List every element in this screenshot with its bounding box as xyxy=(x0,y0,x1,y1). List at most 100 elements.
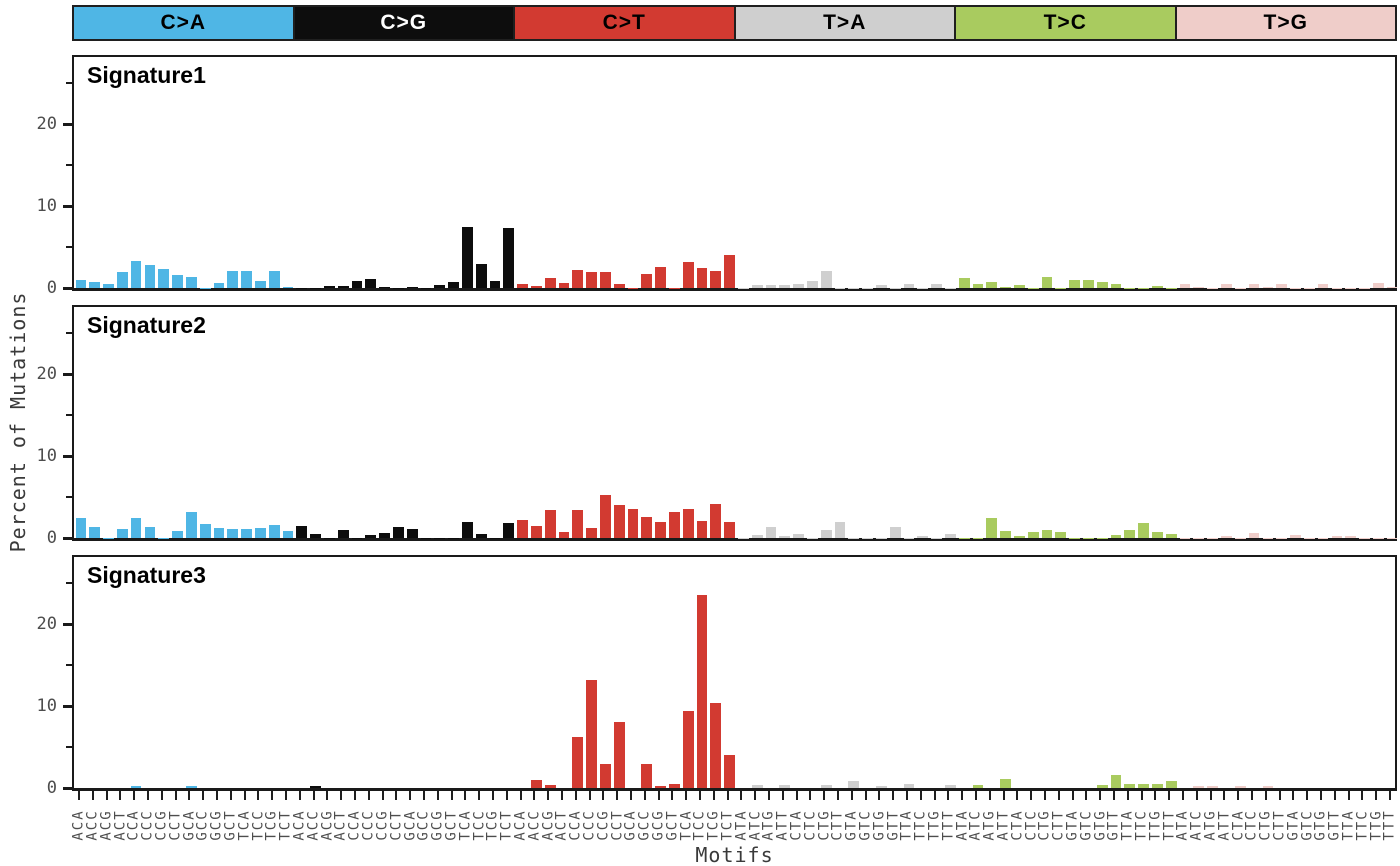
x-motif-label: GCT xyxy=(223,802,239,848)
bar xyxy=(1317,283,1329,288)
x-tick xyxy=(850,791,853,800)
x-tick xyxy=(105,791,108,800)
x-tick xyxy=(961,791,964,800)
y-tick xyxy=(63,455,72,458)
bar xyxy=(1027,532,1039,538)
x-tick xyxy=(795,791,798,800)
x-motif-label: TCA xyxy=(457,802,473,848)
x-tick xyxy=(257,791,260,800)
x-motif-label: TCT xyxy=(499,802,515,848)
x-motif-label: CTA xyxy=(1009,802,1025,848)
bar xyxy=(241,270,252,288)
x-motif-label: ACC xyxy=(306,802,322,848)
x-motif-label: TTC xyxy=(1134,802,1150,848)
bar xyxy=(254,528,266,538)
bar xyxy=(1138,523,1150,538)
bar xyxy=(1331,536,1343,538)
bar xyxy=(696,268,708,288)
x-motif-label: CCC xyxy=(582,802,598,848)
bar xyxy=(1110,534,1122,538)
bar xyxy=(696,595,708,788)
y-tick-label: 0 xyxy=(46,778,57,798)
x-motif-label: GTA xyxy=(1065,802,1081,848)
y-tick xyxy=(66,582,72,584)
x-tick xyxy=(215,791,218,800)
x-tick xyxy=(1292,791,1295,800)
bar xyxy=(876,284,887,288)
x-motif-label: TTG xyxy=(927,802,943,848)
bar xyxy=(1165,781,1177,788)
x-tick xyxy=(1237,791,1240,800)
x-tick xyxy=(864,791,867,800)
bar xyxy=(572,510,584,538)
bar xyxy=(682,261,694,288)
bar xyxy=(268,270,280,288)
x-tick xyxy=(1333,791,1336,800)
y-tick-label: 10 xyxy=(36,196,57,216)
x-motif-label: CCG xyxy=(154,802,170,848)
x-tick xyxy=(712,791,715,800)
x-tick xyxy=(1057,791,1060,800)
bar xyxy=(655,785,666,788)
bar xyxy=(254,281,266,288)
bar xyxy=(1083,279,1094,288)
bar xyxy=(1248,533,1260,538)
bar xyxy=(1110,774,1122,788)
panel-title: Signature3 xyxy=(87,562,206,588)
panel-title: Signature2 xyxy=(87,312,206,338)
bar xyxy=(544,510,556,538)
x-tick xyxy=(353,791,356,800)
bar xyxy=(558,532,570,538)
bar xyxy=(572,270,584,288)
bar xyxy=(337,529,349,538)
x-tick xyxy=(1071,791,1074,800)
x-tick xyxy=(478,791,481,800)
bar xyxy=(586,271,597,288)
bar xyxy=(89,282,101,288)
bar xyxy=(724,755,735,788)
bar xyxy=(185,511,197,538)
x-tick xyxy=(119,791,122,800)
x-tick xyxy=(450,791,453,800)
legend-band-C-to-A: C>A xyxy=(72,5,295,41)
bar xyxy=(475,533,487,538)
bar xyxy=(227,529,239,538)
bar xyxy=(1096,282,1108,288)
bar xyxy=(600,495,611,538)
bar xyxy=(296,525,308,538)
x-tick xyxy=(1030,791,1033,800)
bar xyxy=(765,285,777,288)
x-tick xyxy=(1113,791,1116,800)
x-tick xyxy=(1209,791,1212,800)
x-tick xyxy=(1264,791,1267,800)
x-tick xyxy=(505,791,508,800)
y-tick xyxy=(66,496,72,498)
bar xyxy=(820,529,832,538)
x-tick xyxy=(602,791,605,800)
bar xyxy=(1124,783,1136,788)
bar xyxy=(144,264,156,288)
bar xyxy=(972,283,984,288)
x-tick xyxy=(243,791,246,800)
bar xyxy=(627,509,639,538)
bar xyxy=(365,279,377,288)
bar xyxy=(1207,786,1219,788)
bar xyxy=(517,520,528,538)
x-tick xyxy=(892,791,895,800)
bar xyxy=(365,534,377,538)
bar xyxy=(1193,786,1205,788)
x-motif-label: ACC xyxy=(85,802,101,848)
x-motif-label: TCA xyxy=(237,802,253,848)
x-tick xyxy=(947,791,950,800)
bar xyxy=(530,525,542,538)
bar xyxy=(517,283,528,288)
bar xyxy=(1014,535,1025,538)
bar xyxy=(710,702,722,788)
x-tick xyxy=(1154,791,1157,800)
bar xyxy=(751,784,763,788)
x-tick xyxy=(1278,791,1281,800)
x-tick xyxy=(367,791,370,800)
bar xyxy=(434,284,446,288)
bar xyxy=(696,520,708,538)
bar xyxy=(600,764,611,788)
